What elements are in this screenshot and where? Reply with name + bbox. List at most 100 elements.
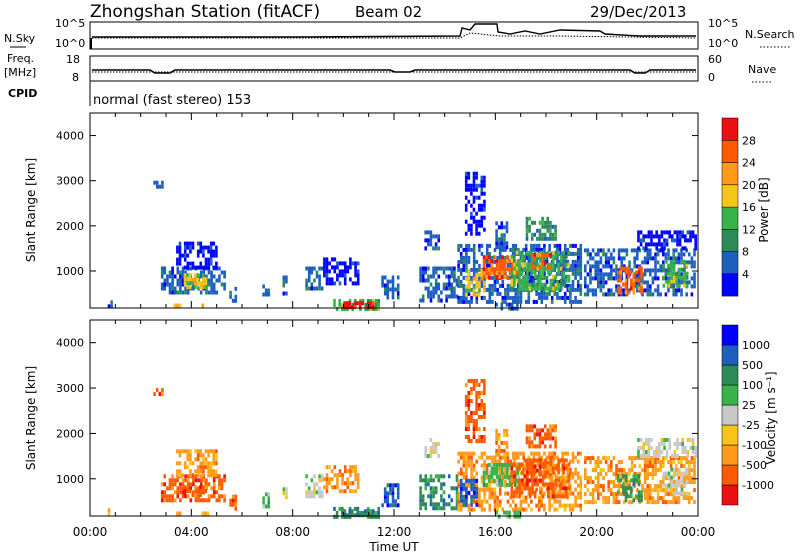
heatmap-cell — [574, 503, 577, 508]
heatmap-cell — [356, 277, 360, 282]
heatmap-cell — [212, 290, 216, 295]
heatmap-cell — [552, 286, 555, 291]
heatmap-cell — [538, 220, 542, 225]
heatmap-cell — [553, 455, 557, 460]
heatmap-cell — [693, 280, 696, 285]
heatmap-cell — [628, 484, 631, 489]
heatmap-cell — [682, 480, 686, 485]
heatmap-cell — [563, 251, 567, 256]
heatmap-cell — [199, 482, 203, 487]
heatmap-cell — [517, 451, 520, 456]
heatmap-cell — [523, 486, 527, 491]
heatmap-cell — [530, 220, 534, 225]
heatmap-cell — [566, 267, 570, 272]
heatmap-cell — [320, 490, 324, 495]
heatmap-cell — [483, 227, 486, 232]
heatmap-cell — [591, 492, 595, 497]
heatmap-cell — [662, 260, 665, 265]
heatmap-cell — [552, 490, 555, 495]
heatmap-cell — [475, 411, 478, 415]
heatmap-cell — [467, 227, 471, 232]
heatmap-cell — [554, 286, 558, 291]
heatmap-cell — [552, 254, 555, 259]
heatmap-cell — [475, 471, 479, 476]
heatmap-cell — [563, 507, 567, 512]
heatmap-cell — [173, 290, 177, 295]
colorbar-swatch — [721, 273, 739, 297]
heatmap-cell — [678, 283, 681, 288]
heatmap-cell — [212, 249, 216, 254]
heatmap-cell — [506, 263, 510, 268]
heatmap-cell — [477, 395, 481, 399]
heatmap-cell — [305, 494, 308, 499]
heatmap-cell — [675, 279, 679, 284]
heatmap-cell — [643, 496, 647, 501]
heatmap-cell — [616, 278, 620, 283]
heatmap-cell — [491, 491, 494, 496]
heatmap-cell — [464, 187, 468, 192]
heatmap-cell — [467, 455, 471, 460]
heatmap-cell — [429, 450, 433, 454]
heatmap-cell — [160, 274, 164, 279]
colorbar-swatch — [721, 117, 739, 141]
heatmap-cell — [501, 507, 505, 512]
heatmap-cell — [495, 466, 499, 471]
heatmap-cell — [643, 256, 647, 261]
heatmap-cell — [480, 175, 484, 180]
heatmap-cell — [483, 280, 486, 285]
heatmap-cell — [523, 482, 527, 487]
heatmap-cell — [526, 482, 529, 487]
heatmap-cell — [553, 291, 557, 296]
heatmap-cell — [472, 463, 476, 468]
heatmap-cell — [566, 471, 570, 476]
heatmap-cell — [533, 490, 537, 495]
heatmap-cell — [504, 467, 507, 472]
heatmap-cell — [640, 290, 643, 295]
heatmap-cell — [391, 275, 395, 280]
heatmap-cell — [215, 449, 218, 454]
heatmap-cell — [501, 475, 505, 480]
heatmap-cell — [202, 478, 206, 483]
heatmap-cell — [620, 264, 623, 269]
heatmap-cell — [538, 236, 542, 241]
heatmap-cell — [163, 482, 167, 487]
heatmap-cell — [472, 423, 476, 427]
heatmap-cell — [472, 276, 476, 281]
heatmap-cell — [212, 490, 216, 495]
heatmap-cell — [694, 450, 697, 454]
heatmap-cell — [501, 247, 505, 252]
heatmap-cell — [637, 266, 641, 271]
heatmap-cell — [354, 269, 357, 274]
heatmap-cell — [565, 458, 568, 463]
heatmap-cell — [671, 454, 674, 458]
heatmap-cell — [556, 259, 559, 264]
heatmap-cell — [470, 494, 473, 499]
heatmap-cell — [563, 295, 567, 300]
velocity-ylabel: Slant Range [km] — [24, 366, 38, 470]
heatmap-cell — [642, 442, 645, 446]
heatmap-cell — [520, 486, 524, 491]
heatmap-cell — [522, 247, 525, 252]
heatmap-cell — [356, 513, 359, 518]
heatmap-cell — [220, 478, 224, 483]
heatmap-cell — [550, 455, 554, 460]
heatmap-cell — [231, 498, 235, 503]
heatmap-cell — [633, 272, 636, 277]
heatmap-cell — [475, 391, 478, 395]
heatmap-cell — [599, 268, 603, 273]
noise-left-tick-bottom: 10^0 — [55, 37, 85, 50]
heatmap-cell — [160, 286, 164, 291]
heatmap-cell — [543, 220, 547, 225]
heatmap-cell — [498, 247, 502, 252]
heatmap-cell — [485, 487, 489, 492]
heatmap-cell — [485, 463, 489, 468]
heatmap-cell — [183, 489, 187, 494]
heatmap-cell — [194, 285, 197, 290]
heatmap-cell — [429, 490, 433, 495]
heatmap-cell — [562, 470, 566, 475]
heatmap-cell — [519, 267, 523, 272]
heatmap-cell — [465, 263, 468, 268]
heatmap-cell — [176, 486, 180, 491]
heatmap-cell — [453, 294, 456, 299]
heatmap-cell — [625, 252, 629, 257]
